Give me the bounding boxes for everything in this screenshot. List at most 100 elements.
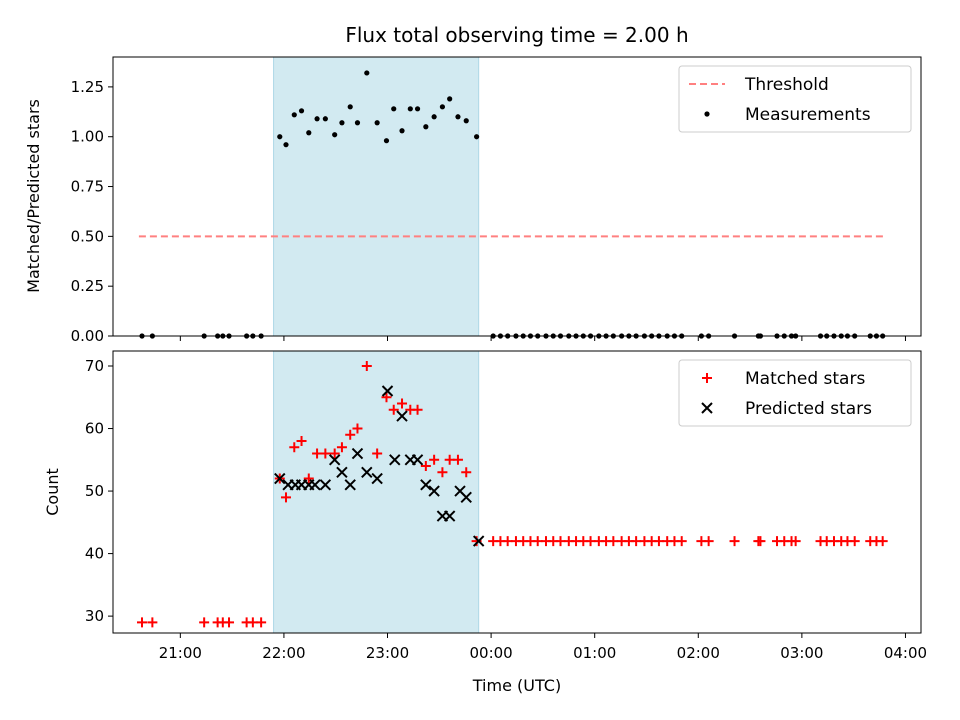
measurement-point [463, 118, 469, 124]
legend-predicted-handle [701, 402, 713, 414]
x-tick-label: 23:00 [366, 644, 409, 662]
top-axes-frame [112, 56, 922, 337]
x-axis-label: Time (UTC) [472, 676, 561, 695]
predicted-star-point [361, 466, 373, 479]
measurement-point [306, 130, 312, 136]
predicted-star-point [381, 385, 394, 397]
y-tick-label: 1.25 [71, 78, 104, 96]
predicted-star-point [460, 491, 472, 504]
x-tick-label: 03:00 [780, 644, 823, 662]
predicted-star-point [396, 410, 408, 422]
matched-star-point [437, 467, 448, 478]
y-tick-label: 0.25 [71, 277, 104, 295]
legend-label: Threshold [744, 75, 829, 95]
measurement-point [399, 128, 405, 134]
measurement-point [391, 106, 397, 112]
matched-star-point [397, 398, 408, 409]
x-tick-label: 22:00 [262, 644, 305, 662]
matched-star-point [676, 536, 687, 547]
predicted-star-point [336, 466, 348, 479]
legend-box [678, 65, 912, 133]
plot-layer: 0.00 0.25 0.50 0.75 1.00 1.25 Threshold Measure… [71, 56, 927, 662]
matched-star-point [703, 536, 714, 547]
measurement-point [374, 120, 380, 126]
matched-star-point [452, 454, 463, 465]
predicted-star-point [319, 479, 332, 491]
matched-star-point [372, 448, 383, 459]
top-panel: 0.00 0.25 0.50 0.75 1.00 1.25 Threshold Measure… [71, 56, 922, 345]
measurement-point [298, 108, 305, 114]
matched-star-point [256, 617, 267, 628]
matched-star-point [877, 536, 888, 547]
predicted-star-point [328, 454, 341, 466]
measurement-point [474, 134, 480, 140]
matched-star-point [461, 467, 472, 478]
x-tick-label: 01:00 [573, 644, 616, 662]
y-tick-label: 0.75 [71, 178, 104, 196]
y-tick-label: 0.50 [71, 227, 104, 245]
predicted-star-point [443, 510, 456, 522]
measurement-point [322, 116, 328, 122]
measurement-point [447, 96, 453, 102]
matched-star-point [729, 536, 740, 547]
measurements-series [139, 70, 886, 339]
matched-star-point [224, 617, 235, 628]
matched-star-point [336, 442, 347, 453]
matched-star-point [280, 492, 291, 503]
top-y-axis-label: Matched/Predicted stars [24, 99, 43, 293]
matched-star-point [361, 361, 372, 372]
measurement-point [339, 120, 345, 126]
matched-star-point [755, 536, 766, 547]
matched-stars-series [137, 361, 888, 628]
top-legend: Threshold Measurements [678, 65, 912, 133]
matched-star-point [388, 404, 399, 415]
x-tick-label: 02:00 [677, 644, 720, 662]
legend-label: Measurements [745, 105, 871, 125]
matched-star-point [381, 392, 392, 403]
y-tick-label: 1.00 [71, 128, 104, 146]
measurement-point [383, 138, 390, 144]
bottom-panel: 30 40 50 60 70 21:00 22:00 23:00 00:00 01:00 02:00… [85, 350, 927, 662]
matched-star-point [412, 404, 423, 415]
predicted-star-point [411, 454, 424, 466]
y-tick-label: 60 [85, 420, 104, 438]
x-tick-label: 00:00 [469, 644, 512, 662]
predicted-star-point [420, 479, 432, 491]
x-tick-label: 04:00 [884, 644, 927, 662]
chart-title: Flux total observing time = 2.00 h [345, 23, 688, 47]
matched-star-point [137, 617, 148, 628]
bottom-y-axis-label: Count [43, 468, 62, 516]
x-tick-label: 21:00 [159, 644, 202, 662]
matched-star-point [147, 617, 158, 628]
legend-label: Matched stars [745, 369, 865, 389]
measurement-point [347, 104, 353, 110]
legend-label: Predicted stars [745, 399, 872, 419]
measurement-point [277, 134, 283, 140]
legend-box [678, 359, 912, 427]
measurement-point [332, 132, 338, 138]
measurement-point [291, 112, 297, 118]
measurement-point [414, 106, 421, 112]
legend-measurement-handle [704, 111, 710, 117]
predicted-stars-series [274, 385, 485, 547]
matched-star-point [352, 423, 363, 434]
measurement-point [439, 104, 446, 110]
y-tick-label: 40 [85, 545, 104, 563]
matched-star-point [296, 436, 307, 447]
predicted-star-point [351, 447, 364, 460]
y-tick-label: 0.00 [71, 327, 104, 345]
measurement-point [283, 142, 289, 148]
y-tick-label: 30 [85, 607, 104, 625]
predicted-star-point [428, 485, 440, 497]
measurement-point [364, 70, 370, 76]
bottom-axes-frame [112, 350, 922, 634]
predicted-star-point [344, 479, 356, 491]
matched-star-point [329, 448, 340, 459]
predicted-star-point [472, 535, 485, 547]
matched-star-point [320, 448, 331, 459]
legend-matched-handle [702, 373, 712, 383]
measurement-point [314, 116, 320, 122]
measurement-point [455, 114, 461, 120]
predicted-star-point [371, 472, 383, 485]
